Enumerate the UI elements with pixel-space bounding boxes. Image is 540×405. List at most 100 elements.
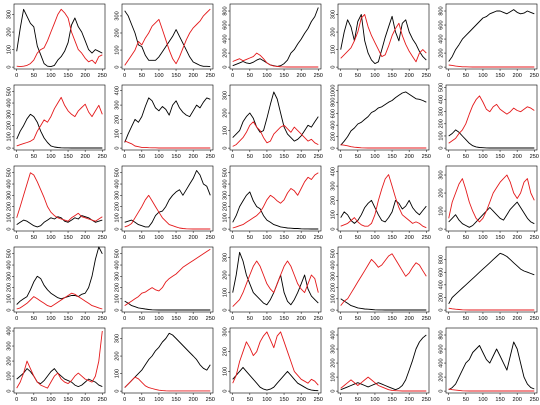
x-tick-label: 0 xyxy=(15,235,18,241)
y-tick-label: 200 xyxy=(439,119,445,128)
y-tick-label: 400 xyxy=(223,34,229,43)
x-tick-label: 50 xyxy=(247,235,253,241)
y-tick-label: 0 xyxy=(439,390,445,393)
x-tick-label: 200 xyxy=(512,235,521,241)
x-tick-label: 250 xyxy=(422,73,431,79)
black-series-line xyxy=(448,9,535,62)
black-series-line xyxy=(232,366,319,392)
x-tick-label: 250 xyxy=(530,316,539,322)
y-tick-label: 100 xyxy=(223,126,229,135)
y-tick-label: 100 xyxy=(7,45,13,54)
y-tick-label: 800 xyxy=(439,6,445,15)
panel-12: 0 50 100 150 200 250 0 100 200 300 400 500 xyxy=(115,165,215,241)
x-tick-label: 50 xyxy=(463,316,469,322)
y-tick-label: 200 xyxy=(7,356,13,365)
y-tick-label: 0 xyxy=(7,309,13,312)
x-tick-label: 150 xyxy=(63,397,72,403)
x-tick-label: 50 xyxy=(139,235,145,241)
y-tick-label: 100 xyxy=(439,131,445,140)
red-series-line xyxy=(448,64,535,68)
black-series-line xyxy=(340,199,427,224)
y-tick-label: 100 xyxy=(115,294,121,303)
plot-frame xyxy=(445,3,538,70)
y-tick-label: 0 xyxy=(7,66,13,69)
x-tick-label: 200 xyxy=(188,73,197,79)
panel-3: 0 50 100 150 200 250 0 200 400 600 800 xyxy=(223,3,323,79)
red-series-line xyxy=(16,292,103,310)
y-tick-label: 200 xyxy=(7,121,13,130)
y-tick-label: 200 xyxy=(223,48,229,57)
x-tick-label: 250 xyxy=(422,397,431,403)
x-tick-label: 0 xyxy=(15,397,18,403)
y-tick-label: 400 xyxy=(7,260,13,269)
x-tick-label: 100 xyxy=(262,73,271,79)
x-tick-label: 150 xyxy=(63,235,72,241)
panel-5: 0 50 100 150 200 250 0 200 400 600 800 xyxy=(439,3,539,79)
red-series-line xyxy=(340,174,427,229)
x-tick-label: 100 xyxy=(262,154,271,160)
y-tick-label: 300 xyxy=(439,170,445,179)
y-tick-label: 200 xyxy=(115,283,121,292)
y-tick-label: 600 xyxy=(223,20,229,29)
plot-frame xyxy=(445,246,538,313)
x-tick-label: 200 xyxy=(296,235,305,241)
panel-10: 0 50 100 150 200 250 0 100 200 300 400 500 xyxy=(439,83,539,160)
x-tick-label: 150 xyxy=(171,397,180,403)
y-tick-label: 400 xyxy=(439,358,445,367)
x-tick-label: 150 xyxy=(171,235,180,241)
x-tick-label: 0 xyxy=(15,73,18,79)
x-tick-label: 150 xyxy=(387,316,396,322)
x-tick-label: 200 xyxy=(512,73,521,79)
panel-19: 0 50 100 150 200 250 0 100 200 300 400 500 xyxy=(331,246,431,322)
x-tick-label: 150 xyxy=(495,73,504,79)
y-tick-label: 200 xyxy=(331,283,337,292)
y-tick-label: 300 xyxy=(223,253,229,262)
y-tick-label: 100 xyxy=(331,294,337,303)
y-tick-label: 500 xyxy=(7,168,13,177)
x-tick-label: 100 xyxy=(370,154,379,160)
x-tick-label: 150 xyxy=(63,316,72,322)
y-tick-label: 300 xyxy=(331,344,337,353)
plot-frame xyxy=(445,84,538,151)
x-tick-label: 0 xyxy=(231,316,234,322)
black-series-line xyxy=(124,170,211,228)
y-tick-label: 0 xyxy=(331,390,337,393)
x-tick-label: 250 xyxy=(206,154,215,160)
x-tick-label: 0 xyxy=(447,73,450,79)
x-tick-label: 150 xyxy=(495,154,504,160)
x-tick-label: 250 xyxy=(530,235,539,241)
y-tick-label: 200 xyxy=(331,358,337,367)
x-tick-label: 0 xyxy=(339,397,342,403)
x-tick-label: 250 xyxy=(98,316,107,322)
x-tick-label: 150 xyxy=(387,397,396,403)
x-tick-label: 150 xyxy=(495,235,504,241)
panel-24: 0 50 100 150 200 250 0 100 200 300 400 xyxy=(331,327,431,403)
y-tick-label: 400 xyxy=(439,280,445,289)
y-tick-label: 200 xyxy=(223,347,229,356)
y-tick-label: 300 xyxy=(115,334,121,343)
y-tick-label: 200 xyxy=(115,351,121,360)
y-tick-label: 200 xyxy=(115,28,121,37)
x-tick-label: 200 xyxy=(80,73,89,79)
x-tick-label: 100 xyxy=(370,73,379,79)
plot-frame xyxy=(337,246,430,313)
x-tick-label: 0 xyxy=(339,316,342,322)
x-tick-label: 150 xyxy=(495,397,504,403)
x-tick-label: 0 xyxy=(339,154,342,160)
x-tick-label: 200 xyxy=(188,316,197,322)
y-tick-label: 300 xyxy=(331,10,337,19)
x-tick-label: 250 xyxy=(314,73,323,79)
x-tick-label: 50 xyxy=(463,397,469,403)
x-tick-label: 0 xyxy=(231,235,234,241)
red-series-line xyxy=(124,194,211,230)
x-tick-label: 100 xyxy=(370,235,379,241)
panel-13: 0 50 100 150 200 250 0 100 200 300 400 500 xyxy=(223,165,323,241)
x-tick-label: 250 xyxy=(206,397,215,403)
x-tick-label: 100 xyxy=(262,397,271,403)
panel-4: 0 50 100 150 200 250 0 100 200 300 xyxy=(331,3,431,79)
y-tick-label: 0 xyxy=(223,147,229,150)
x-tick-label: 150 xyxy=(387,235,396,241)
x-tick-label: 150 xyxy=(171,316,180,322)
